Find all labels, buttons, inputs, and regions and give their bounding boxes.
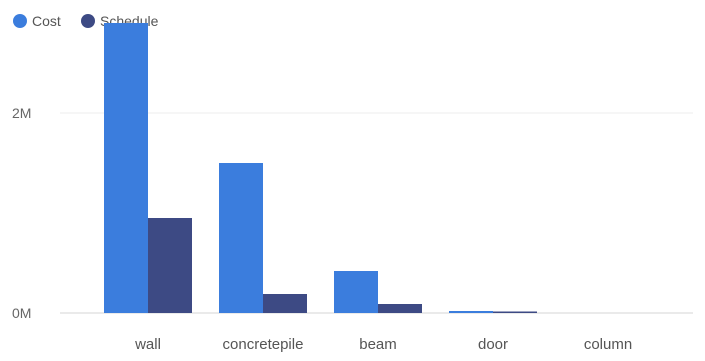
legend-marker-schedule bbox=[81, 14, 95, 28]
bar-schedule-door bbox=[493, 311, 537, 313]
y-axis-ticks: 0M 2M bbox=[12, 105, 31, 321]
bar-cost-beam bbox=[334, 271, 378, 313]
x-axis-labels: wall concretepile beam door column bbox=[134, 336, 632, 353]
x-category-label: beam bbox=[359, 336, 397, 353]
bar-schedule-concretepile bbox=[263, 294, 307, 313]
bar-cost-door bbox=[449, 311, 493, 313]
legend-marker-cost bbox=[13, 14, 27, 28]
x-category-label: concretepile bbox=[223, 336, 304, 353]
legend-label-cost: Cost bbox=[32, 13, 61, 29]
bar-cost-wall bbox=[104, 23, 148, 313]
x-category-label: door bbox=[478, 336, 508, 353]
bar-schedule-wall bbox=[148, 218, 192, 313]
bars bbox=[104, 23, 537, 313]
bar-cost-concretepile bbox=[219, 163, 263, 313]
y-tick-label: 2M bbox=[12, 105, 31, 121]
x-category-label: wall bbox=[134, 336, 161, 353]
y-tick-label: 0M bbox=[12, 305, 31, 321]
bar-schedule-beam bbox=[378, 304, 422, 313]
x-category-label: column bbox=[584, 336, 632, 353]
